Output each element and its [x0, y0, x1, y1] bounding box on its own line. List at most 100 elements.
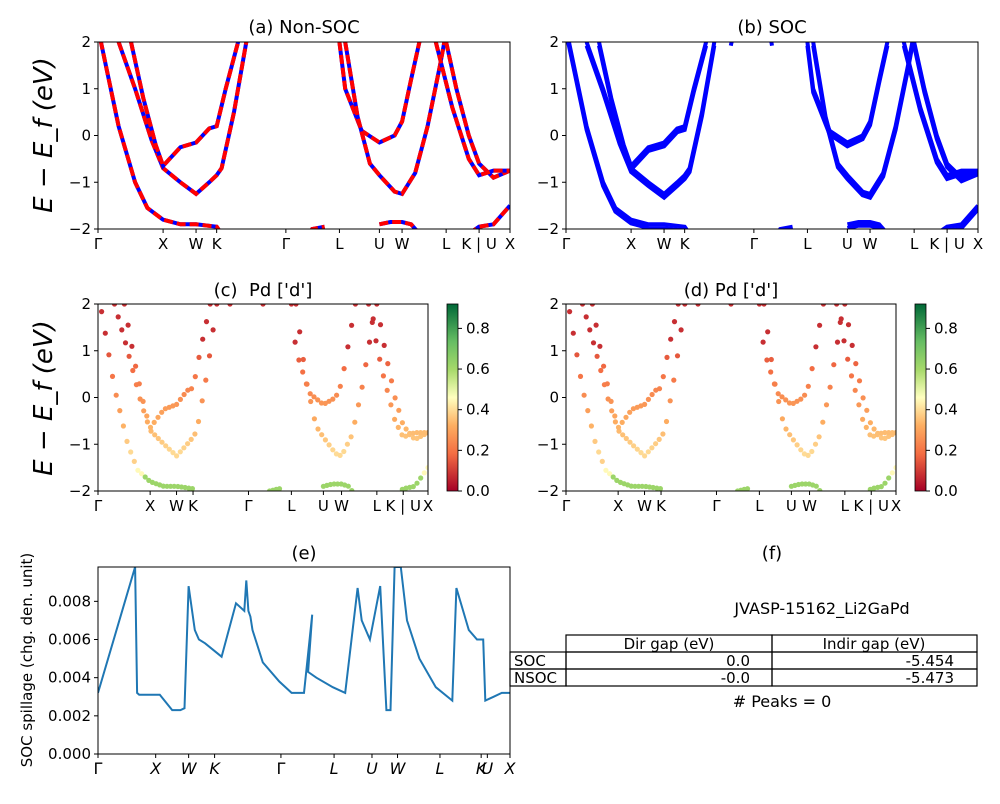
soc-band-line: [566, 42, 687, 229]
band-point: [106, 352, 112, 358]
band-point: [276, 486, 283, 491]
y-tick-label: 2: [549, 295, 559, 313]
band-point: [348, 434, 354, 440]
band-point: [660, 431, 666, 437]
band-point: [421, 430, 427, 436]
band-point: [574, 352, 580, 358]
band-point: [642, 401, 648, 407]
band-point: [627, 439, 633, 445]
band-line-dashed: [444, 42, 510, 180]
band-point: [695, 304, 701, 307]
band-point: [612, 419, 619, 425]
band-point: [579, 304, 586, 307]
band-point: [893, 430, 896, 436]
band-point: [326, 398, 332, 404]
soc-band-line: [789, 228, 793, 229]
band-point: [889, 470, 895, 476]
band-point: [775, 391, 781, 397]
band-point: [418, 475, 424, 481]
band-point: [609, 408, 615, 414]
x-tick-label: X: [145, 497, 155, 515]
panel-e-frame: [97, 566, 511, 755]
cell-nsoc-dir: -0.0: [721, 669, 750, 687]
band-point: [366, 304, 372, 307]
band-point: [384, 387, 390, 393]
panel-e-spillage-line: [98, 567, 510, 712]
band-point: [380, 373, 386, 379]
band-point: [623, 435, 629, 442]
band-line-dashed: [378, 220, 418, 229]
band-point: [115, 314, 121, 320]
band-point: [126, 353, 132, 359]
band-point: [660, 374, 666, 380]
soc-band-line: [901, 45, 978, 182]
y-tick-label: −2: [69, 220, 91, 238]
x-tick-label: K | U: [461, 235, 496, 253]
x-tick-label: U: [481, 759, 493, 778]
band-point: [852, 387, 858, 393]
band-point: [728, 304, 734, 307]
x-tick-label: Γ: [750, 235, 759, 253]
y-tick-label: 0: [549, 127, 559, 145]
x-tick-label: X: [626, 235, 636, 253]
band-point: [598, 367, 604, 374]
band-point: [783, 426, 789, 432]
panel-e: (e) SOC spillage (chg. den. unit) 0.008 0…: [18, 543, 517, 778]
colorbar-tick-label: 0.8: [466, 319, 490, 337]
band-point: [803, 481, 809, 487]
panel-a: (a) Non-SOC E − E_f (eV) 210−1−2Γ X W K Γ L U W…: [29, 17, 515, 253]
band-point: [627, 409, 633, 415]
band-point: [631, 443, 637, 449]
x-tick-label: Γ: [94, 497, 103, 515]
band-point: [671, 319, 678, 325]
band-point: [608, 398, 614, 404]
band-point: [809, 366, 815, 372]
soc-band-line: [912, 42, 978, 180]
band-point: [185, 441, 191, 447]
band-point: [663, 418, 670, 425]
x-tick-label: X: [505, 235, 515, 253]
band-line-dashed: [472, 204, 510, 229]
band-point: [119, 327, 125, 333]
band-point: [99, 309, 105, 315]
band-point: [311, 394, 317, 400]
band-point: [856, 402, 862, 408]
panel-a-title: (a) Non-SOC: [248, 17, 359, 38]
band-point: [124, 438, 130, 444]
band-point: [860, 395, 866, 401]
x-tick-label: L: [335, 235, 344, 253]
band-point: [174, 401, 180, 407]
band-point: [330, 447, 336, 453]
x-tick-label: X: [423, 497, 433, 515]
band-point: [604, 381, 610, 387]
x-tick-label: L: [373, 497, 382, 515]
col-header-dir: Dir gap (eV): [624, 635, 715, 653]
band-point: [592, 438, 598, 444]
band-point: [841, 338, 847, 344]
band-point: [871, 426, 877, 432]
soc-band-line: [566, 42, 689, 229]
x-tick-label: Γ: [712, 497, 721, 515]
band-point: [300, 356, 306, 363]
x-tick-label: W: [863, 235, 878, 253]
band-point: [109, 373, 116, 379]
band-point: [410, 484, 416, 490]
x-tick-label: K: [212, 235, 223, 253]
band-point: [882, 430, 888, 436]
band-point: [878, 484, 884, 490]
band-point: [170, 450, 176, 456]
band-point: [768, 369, 774, 375]
band-point: [141, 408, 147, 414]
band-point: [664, 354, 670, 360]
band-point: [304, 381, 310, 387]
band-point: [392, 416, 398, 422]
peaks-count: # Peaks = 0: [733, 692, 832, 711]
soc-band-line: [846, 223, 883, 229]
y-tick-label: 0.000: [48, 745, 91, 763]
band-point: [645, 396, 652, 402]
soc-band-line: [811, 42, 916, 201]
x-tick-label: W: [390, 759, 407, 778]
band-point: [790, 437, 797, 443]
